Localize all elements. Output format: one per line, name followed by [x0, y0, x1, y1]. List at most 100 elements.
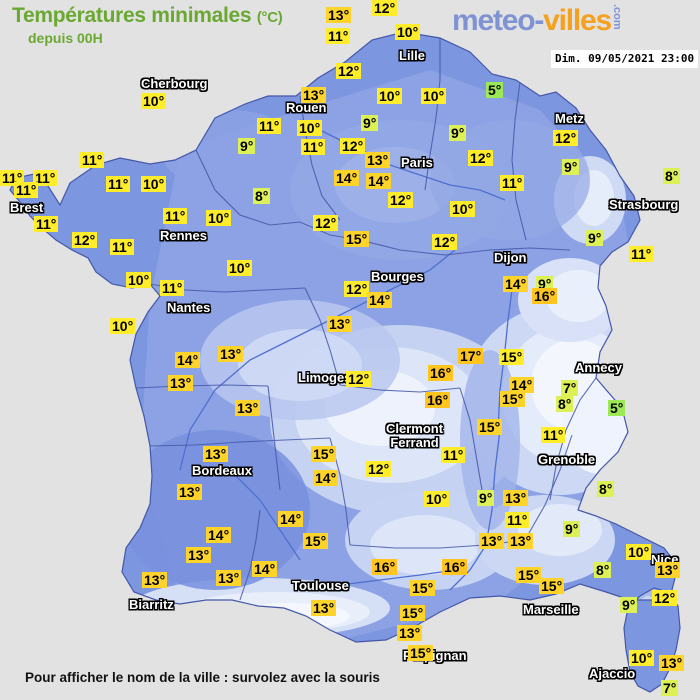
- temperature-chip[interactable]: 16°: [532, 288, 558, 304]
- temperature-chip[interactable]: 11°: [326, 28, 351, 44]
- temperature-chip[interactable]: 12°: [336, 63, 362, 79]
- temperature-chip[interactable]: 11°: [34, 216, 59, 232]
- temperature-chip[interactable]: 9°: [477, 490, 495, 506]
- temperature-chip[interactable]: 11°: [257, 118, 282, 134]
- temperature-chip[interactable]: 10°: [450, 201, 476, 217]
- temperature-chip[interactable]: 13°: [327, 316, 353, 332]
- temperature-chip[interactable]: 10°: [395, 24, 421, 40]
- temperature-chip[interactable]: 13°: [218, 346, 244, 362]
- temperature-chip[interactable]: 13°: [168, 375, 194, 391]
- temperature-chip[interactable]: 11°: [441, 447, 466, 463]
- temperature-chip[interactable]: 17°: [458, 348, 484, 364]
- temperature-chip[interactable]: 15°: [408, 645, 434, 661]
- temperature-chip[interactable]: 11°: [541, 427, 566, 443]
- temperature-chip[interactable]: 13°: [655, 562, 681, 578]
- temperature-chip[interactable]: 13°: [186, 547, 212, 563]
- temperature-chip[interactable]: 16°: [442, 559, 468, 575]
- temperature-chip[interactable]: 10°: [377, 88, 403, 104]
- temperature-chip[interactable]: 7°: [661, 680, 679, 696]
- temperature-chip[interactable]: 10°: [227, 260, 253, 276]
- temperature-chip[interactable]: 13°: [177, 484, 203, 500]
- temperature-chip[interactable]: 13°: [311, 600, 337, 616]
- temperature-chip[interactable]: 10°: [297, 120, 323, 136]
- temperature-chip[interactable]: 11°: [500, 175, 525, 191]
- temperature-chip[interactable]: 8°: [253, 188, 271, 204]
- temperature-chip[interactable]: 10°: [126, 272, 152, 288]
- temperature-chip[interactable]: 13°: [365, 152, 391, 168]
- temperature-chip[interactable]: 12°: [346, 371, 372, 387]
- temperature-chip[interactable]: 11°: [14, 182, 39, 198]
- temperature-chip[interactable]: 12°: [468, 150, 494, 166]
- temperature-chip[interactable]: 12°: [372, 0, 398, 16]
- temperature-chip[interactable]: 11°: [505, 512, 530, 528]
- temperature-chip[interactable]: 9°: [449, 125, 467, 141]
- temperature-chip[interactable]: 12°: [366, 461, 392, 477]
- temperature-chip[interactable]: 12°: [313, 215, 339, 231]
- temperature-chip[interactable]: 12°: [388, 192, 414, 208]
- temperature-chip[interactable]: 5°: [608, 400, 626, 416]
- temperature-chip[interactable]: 10°: [110, 318, 136, 334]
- temperature-chip[interactable]: 13°: [301, 87, 327, 103]
- temperature-chip[interactable]: 9°: [361, 115, 379, 131]
- temperature-chip[interactable]: 11°: [160, 280, 185, 296]
- temperature-chip[interactable]: 9°: [238, 138, 256, 154]
- temperature-chip[interactable]: 14°: [509, 377, 535, 393]
- temperature-chip[interactable]: 8°: [597, 481, 615, 497]
- temperature-chip[interactable]: 13°: [479, 533, 505, 549]
- temperature-chip[interactable]: 13°: [142, 572, 168, 588]
- site-logo[interactable]: meteo-villes.com: [452, 4, 623, 38]
- temperature-chip[interactable]: 14°: [252, 561, 278, 577]
- temperature-chip[interactable]: 12°: [432, 234, 458, 250]
- temperature-chip[interactable]: 9°: [586, 230, 604, 246]
- temperature-chip[interactable]: 14°: [367, 292, 393, 308]
- temperature-chip[interactable]: 12°: [340, 138, 366, 154]
- temperature-chip[interactable]: 12°: [553, 130, 579, 146]
- temperature-chip[interactable]: 16°: [372, 559, 398, 575]
- temperature-chip[interactable]: 15°: [400, 605, 426, 621]
- temperature-chip[interactable]: 11°: [301, 139, 326, 155]
- temperature-chip[interactable]: 8°: [556, 396, 574, 412]
- temperature-chip[interactable]: 16°: [428, 365, 454, 381]
- temperature-chip[interactable]: 5°: [486, 82, 504, 98]
- temperature-chip[interactable]: 13°: [659, 655, 685, 671]
- temperature-chip[interactable]: 15°: [516, 567, 542, 583]
- temperature-chip[interactable]: 14°: [503, 276, 529, 292]
- temperature-chip[interactable]: 13°: [326, 7, 352, 23]
- temperature-chip[interactable]: 10°: [629, 650, 655, 666]
- temperature-chip[interactable]: 10°: [141, 93, 167, 109]
- temperature-chip[interactable]: 9°: [620, 597, 638, 613]
- temperature-chip[interactable]: 13°: [203, 446, 229, 462]
- temperature-chip[interactable]: 15°: [311, 446, 337, 462]
- temperature-chip[interactable]: 15°: [500, 391, 526, 407]
- temperature-chip[interactable]: 16°: [425, 392, 451, 408]
- temperature-chip[interactable]: 15°: [477, 419, 503, 435]
- temperature-chip[interactable]: 11°: [163, 208, 188, 224]
- temperature-chip[interactable]: 11°: [629, 246, 654, 262]
- temperature-chip[interactable]: 13°: [216, 570, 242, 586]
- temperature-chip[interactable]: 13°: [397, 625, 423, 641]
- temperature-chip[interactable]: 12°: [344, 281, 370, 297]
- temperature-chip[interactable]: 14°: [206, 527, 232, 543]
- temperature-chip[interactable]: 14°: [366, 173, 392, 189]
- temperature-chip[interactable]: 7°: [561, 380, 579, 396]
- temperature-chip[interactable]: 11°: [110, 239, 135, 255]
- temperature-chip[interactable]: 11°: [106, 176, 131, 192]
- temperature-chip[interactable]: 15°: [344, 231, 370, 247]
- temperature-chip[interactable]: 10°: [626, 544, 652, 560]
- temperature-chip[interactable]: 9°: [562, 159, 580, 175]
- temperature-chip[interactable]: 12°: [652, 590, 678, 606]
- temperature-chip[interactable]: 13°: [503, 490, 529, 506]
- temperature-chip[interactable]: 13°: [508, 533, 534, 549]
- temperature-chip[interactable]: 11°: [33, 170, 58, 186]
- temperature-chip[interactable]: 15°: [539, 578, 565, 594]
- temperature-chip[interactable]: 12°: [72, 232, 98, 248]
- temperature-chip[interactable]: 14°: [175, 352, 201, 368]
- temperature-chip[interactable]: 8°: [663, 168, 681, 184]
- temperature-chip[interactable]: 9°: [563, 521, 581, 537]
- temperature-chip[interactable]: 10°: [141, 176, 167, 192]
- temperature-chip[interactable]: 14°: [278, 511, 304, 527]
- temperature-chip[interactable]: 15°: [410, 580, 436, 596]
- temperature-chip[interactable]: 10°: [421, 88, 447, 104]
- temperature-chip[interactable]: 15°: [499, 349, 525, 365]
